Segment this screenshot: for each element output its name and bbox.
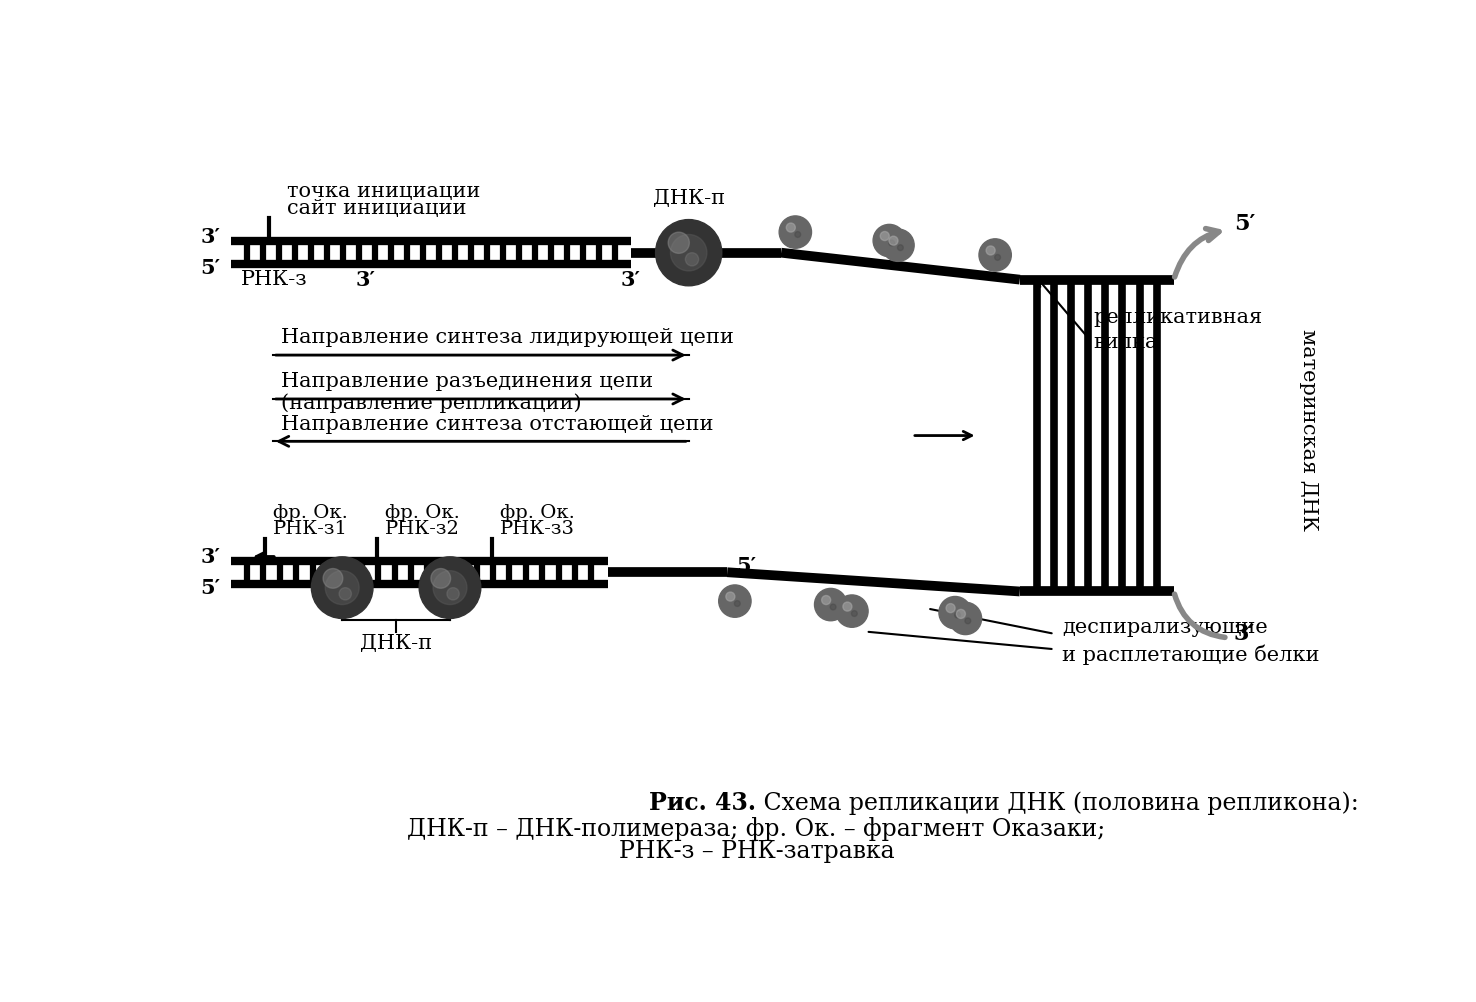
- Circle shape: [719, 585, 751, 617]
- Circle shape: [339, 587, 351, 600]
- Text: РНК-з – РНК-затравка: РНК-з – РНК-затравка: [618, 841, 894, 864]
- Text: 3′: 3′: [201, 547, 220, 567]
- Text: ДНК-п: ДНК-п: [360, 634, 432, 653]
- Text: 3′: 3′: [356, 271, 375, 291]
- Circle shape: [419, 557, 481, 618]
- Circle shape: [447, 587, 459, 600]
- Text: фр. Ок.: фр. Ок.: [273, 504, 348, 522]
- Circle shape: [956, 609, 965, 618]
- Text: точка инициации: точка инициации: [286, 182, 480, 201]
- Circle shape: [939, 596, 971, 629]
- Text: РНК-з3: РНК-з3: [500, 520, 576, 538]
- Circle shape: [779, 215, 812, 248]
- Circle shape: [949, 602, 982, 634]
- Circle shape: [815, 588, 847, 621]
- Text: репликативная
вилка: репликативная вилка: [1092, 308, 1262, 352]
- Text: 3′: 3′: [621, 271, 641, 291]
- Circle shape: [881, 229, 914, 262]
- Text: сайт инициации: сайт инициации: [286, 199, 466, 218]
- Circle shape: [670, 234, 707, 271]
- Circle shape: [979, 238, 1011, 272]
- Circle shape: [669, 232, 689, 254]
- Circle shape: [897, 244, 903, 250]
- Circle shape: [852, 610, 858, 616]
- Circle shape: [955, 612, 961, 618]
- Circle shape: [325, 571, 359, 604]
- Circle shape: [311, 557, 373, 618]
- Circle shape: [889, 236, 897, 245]
- Text: Рис. 43.: Рис. 43.: [649, 792, 757, 816]
- Text: ДНК-п – ДНК-полимераза; фр. Ок. – фрагмент Оказаки;: ДНК-п – ДНК-полимераза; фр. Ок. – фрагме…: [407, 817, 1106, 841]
- Text: 5′: 5′: [737, 556, 757, 576]
- Text: Схема репликации ДНК (половина репликона):: Схема репликации ДНК (половина репликона…: [757, 792, 1359, 815]
- Text: 5′: 5′: [1234, 213, 1255, 235]
- Circle shape: [655, 219, 722, 286]
- Circle shape: [431, 568, 450, 588]
- Circle shape: [787, 223, 796, 232]
- Text: 3′: 3′: [1234, 623, 1255, 645]
- Circle shape: [995, 255, 1001, 261]
- Text: ДНК-п: ДНК-п: [652, 189, 725, 208]
- Text: Направление синтеза отстающей цепи: Направление синтеза отстающей цепи: [280, 415, 713, 434]
- Circle shape: [843, 602, 852, 611]
- Text: РНК-з2: РНК-з2: [385, 520, 459, 538]
- Text: (направление репликации): (направление репликации): [280, 393, 582, 413]
- Text: Направление синтеза лидирующей цепи: Направление синтеза лидирующей цепи: [280, 329, 734, 348]
- Circle shape: [822, 595, 831, 604]
- Text: материнская ДНК: материнская ДНК: [1299, 329, 1318, 531]
- Text: 5′: 5′: [201, 577, 220, 597]
- Text: деспирализующие
и расплетающие белки: деспирализующие и расплетающие белки: [1063, 618, 1320, 664]
- Circle shape: [323, 568, 342, 588]
- Circle shape: [965, 618, 971, 624]
- Text: фр. Ок.: фр. Ок.: [500, 504, 576, 522]
- Circle shape: [946, 603, 955, 612]
- Circle shape: [889, 240, 894, 245]
- Text: РНК-з1: РНК-з1: [273, 520, 348, 538]
- Circle shape: [726, 592, 735, 601]
- Circle shape: [986, 245, 995, 255]
- Circle shape: [685, 253, 698, 266]
- Circle shape: [830, 604, 835, 610]
- Circle shape: [874, 224, 905, 257]
- Text: 3′: 3′: [201, 227, 220, 247]
- Text: 5′: 5′: [201, 259, 220, 279]
- Text: фр. Ок.: фр. Ок.: [385, 504, 459, 522]
- Circle shape: [880, 231, 889, 240]
- Circle shape: [835, 595, 868, 627]
- Circle shape: [796, 231, 800, 237]
- Text: РНК-з: РНК-з: [241, 271, 307, 290]
- Circle shape: [432, 571, 466, 604]
- Circle shape: [735, 600, 741, 606]
- Text: Направление разъединения цепи: Направление разъединения цепи: [280, 373, 652, 391]
